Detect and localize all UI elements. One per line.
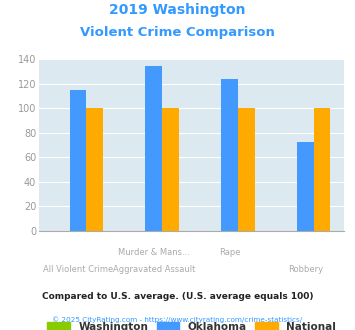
Bar xyxy=(86,109,103,231)
Bar xyxy=(146,66,162,231)
Text: Compared to U.S. average. (U.S. average equals 100): Compared to U.S. average. (U.S. average … xyxy=(42,292,313,301)
Legend: Washington, Oklahoma, National: Washington, Oklahoma, National xyxy=(47,322,336,330)
Bar xyxy=(221,79,238,231)
Text: Robbery: Robbery xyxy=(288,265,323,274)
Bar xyxy=(70,90,86,231)
Text: © 2025 CityRating.com - https://www.cityrating.com/crime-statistics/: © 2025 CityRating.com - https://www.city… xyxy=(53,317,302,323)
Text: Aggravated Assault: Aggravated Assault xyxy=(113,265,195,274)
Bar xyxy=(297,142,314,231)
Bar xyxy=(314,109,331,231)
Text: Rape: Rape xyxy=(219,248,240,257)
Bar xyxy=(238,109,255,231)
Text: Violent Crime Comparison: Violent Crime Comparison xyxy=(80,26,275,39)
Text: 2019 Washington: 2019 Washington xyxy=(109,3,246,17)
Text: All Violent Crime: All Violent Crime xyxy=(43,265,113,274)
Text: Murder & Mans...: Murder & Mans... xyxy=(118,248,190,257)
Bar xyxy=(162,109,179,231)
